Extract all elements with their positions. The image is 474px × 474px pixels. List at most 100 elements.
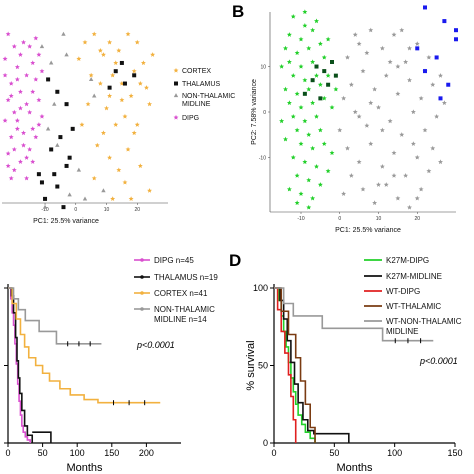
data-point <box>21 39 26 45</box>
data-point <box>11 109 17 115</box>
data-point <box>21 142 26 148</box>
legend-label: WT-NON-THALAMIC <box>386 317 462 326</box>
data-point <box>317 82 323 87</box>
data-point <box>298 63 304 69</box>
data-point <box>70 126 75 131</box>
panel-letter-d: D <box>229 251 241 270</box>
data-point <box>8 134 14 140</box>
legend-marker <box>140 307 144 311</box>
data-point <box>283 45 288 51</box>
data-point <box>314 163 319 169</box>
data-point <box>391 150 397 156</box>
data-point <box>94 142 100 148</box>
data-point <box>310 100 316 106</box>
data-point <box>52 172 57 177</box>
data-point <box>372 86 378 92</box>
data-point <box>403 59 409 65</box>
data-point <box>317 41 323 46</box>
data-point <box>360 68 366 74</box>
data-point <box>423 5 427 10</box>
data-point <box>107 93 113 99</box>
data-point <box>125 146 131 152</box>
legend-marker <box>140 258 144 262</box>
data-point <box>321 95 327 101</box>
data-point <box>387 59 393 65</box>
data-point <box>14 118 20 123</box>
data-point <box>279 118 285 124</box>
legend-label: MIDLINE <box>182 101 211 108</box>
data-point <box>333 73 338 78</box>
data-point <box>318 96 323 101</box>
data-point <box>302 91 307 96</box>
p-value: p<0.0001 <box>419 356 458 366</box>
data-point <box>325 168 331 174</box>
data-point <box>418 186 424 192</box>
data-point <box>46 77 51 82</box>
data-point <box>314 18 319 24</box>
survival-line <box>32 431 52 443</box>
data-point <box>283 136 288 142</box>
data-point <box>17 105 23 111</box>
data-point <box>302 159 308 165</box>
y-tick-label: -10 <box>259 155 266 161</box>
legend-label: NON-THALAMIC <box>154 305 215 314</box>
data-point <box>325 73 331 78</box>
data-point <box>91 31 97 37</box>
data-point <box>5 97 11 103</box>
x-tick-label: 150 <box>104 448 119 458</box>
data-point <box>337 127 343 133</box>
data-point <box>24 175 30 181</box>
y-tick-label: 0 <box>263 438 268 448</box>
data-point <box>379 163 385 169</box>
data-point <box>30 60 36 66</box>
data-point <box>97 80 103 86</box>
data-point <box>11 43 17 49</box>
data-point <box>290 113 296 119</box>
data-point <box>64 52 69 57</box>
data-point <box>348 173 354 178</box>
data-point <box>368 27 374 33</box>
x-tick-label: 0 <box>5 448 10 458</box>
data-point <box>306 177 312 183</box>
data-point <box>147 188 153 193</box>
data-point <box>310 27 316 33</box>
data-point <box>352 109 358 115</box>
x-tick-label: 200 <box>139 448 154 458</box>
data-point <box>298 191 304 196</box>
data-point <box>122 179 128 185</box>
data-point <box>8 175 14 181</box>
data-point <box>438 73 443 78</box>
data-point <box>39 113 45 119</box>
y-axis-label: PC2: 7.58% variance <box>251 79 258 145</box>
data-point <box>55 89 60 94</box>
legend-marker <box>173 114 179 120</box>
data-point <box>330 60 334 64</box>
data-point <box>306 86 312 92</box>
data-point <box>407 45 412 51</box>
data-point <box>314 64 319 69</box>
data-point <box>45 126 51 131</box>
data-point <box>119 97 125 103</box>
data-point <box>376 104 381 110</box>
data-point <box>294 127 300 133</box>
data-point <box>144 85 149 90</box>
data-point <box>314 73 319 78</box>
data-point <box>283 86 288 92</box>
data-point <box>348 82 354 87</box>
survival-line <box>8 287 34 443</box>
data-point <box>345 54 350 60</box>
data-point <box>302 118 308 124</box>
data-point <box>279 63 285 69</box>
data-point <box>325 36 331 42</box>
data-point <box>55 184 60 189</box>
data-point <box>79 122 85 127</box>
data-point <box>17 159 23 164</box>
data-point <box>116 167 122 173</box>
panel-b-pca-scatter: -10 0 10 20 -10 0 10 PC1: 25.5% variance PC2: 7.… <box>251 5 458 234</box>
data-point <box>92 93 97 98</box>
x-tick-label: 10 <box>376 216 382 222</box>
data-point <box>383 182 389 187</box>
data-point <box>88 77 94 82</box>
data-point <box>423 69 427 74</box>
